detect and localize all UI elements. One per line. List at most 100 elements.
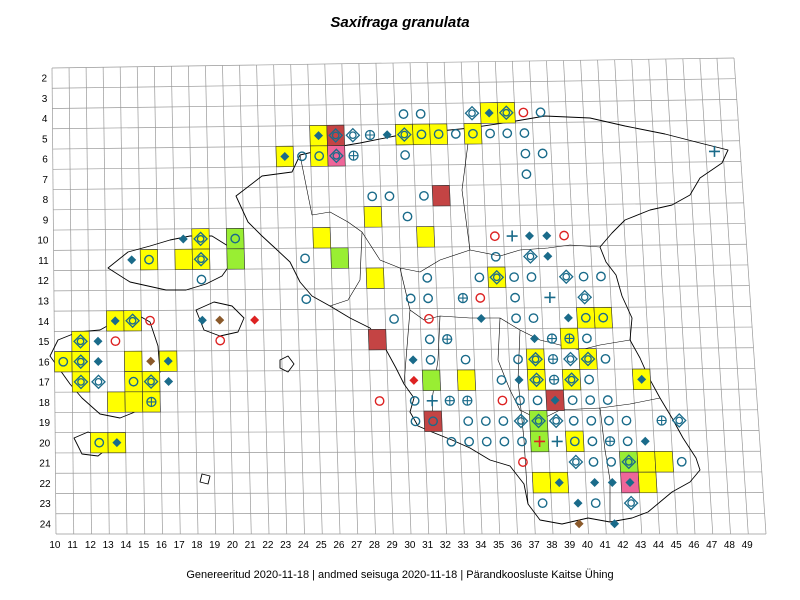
grid-cell-37-22 xyxy=(531,472,552,494)
cell-fill-yellow xyxy=(124,350,143,372)
grid-cell-36-4 xyxy=(496,102,516,124)
grid-cell-40-22 xyxy=(590,478,600,488)
marker-teal-circle xyxy=(400,150,411,160)
grid-line-vertical xyxy=(529,60,554,535)
marker-brown-diamond xyxy=(215,315,225,325)
grid-cell-34-19 xyxy=(480,416,491,427)
y-tick-label: 14 xyxy=(38,317,50,328)
grid-cell-30-9 xyxy=(402,211,413,222)
grid-cell-37-23 xyxy=(537,498,548,509)
marker-red-circle xyxy=(475,293,486,303)
x-tick-label: 42 xyxy=(617,540,629,551)
marker-red-circle xyxy=(145,315,155,326)
marker-teal-diamond xyxy=(178,234,188,244)
x-axis-ticks: 10 11 12 13 14 15 16 17 18 19 20 21 22 23 24 25 26 27 28 29… xyxy=(49,540,753,551)
grid-cell-31-18 xyxy=(426,395,438,407)
grid-cell-39-20 xyxy=(565,430,585,452)
y-tick-label: 15 xyxy=(38,337,50,348)
grid-cell-36-20 xyxy=(517,436,527,447)
cell-fill-pink xyxy=(327,145,346,167)
marker-teal-circle xyxy=(94,437,105,448)
cell-fill-yellow xyxy=(561,369,582,391)
grid-cell-42-20 xyxy=(622,436,633,447)
grid-cell-34-14 xyxy=(476,313,486,323)
distribution-cells xyxy=(54,102,720,529)
grid-line-vertical xyxy=(546,60,572,535)
marker-teal-diamond-ring-outer xyxy=(548,413,564,429)
x-tick-label: 43 xyxy=(635,540,647,551)
grid-cell-18-14 xyxy=(197,315,207,325)
y-tick-label: 12 xyxy=(38,276,50,287)
marker-teal-circle xyxy=(584,374,595,385)
grid-cell-34-13 xyxy=(475,293,486,303)
marker-teal-circle xyxy=(485,128,495,139)
grid-cell-40-15 xyxy=(582,333,592,344)
marker-teal-circle xyxy=(526,272,537,282)
marker-teal-circle xyxy=(425,354,436,365)
grid-line-vertical xyxy=(85,67,92,535)
marker-teal-circle xyxy=(301,294,312,305)
marker-teal-circle xyxy=(460,354,471,365)
grid-cell-33-17 xyxy=(456,369,476,391)
grid-cell-39-15 xyxy=(559,327,580,350)
marker-teal-diamond-ring-outer xyxy=(523,249,538,264)
grid-cell-23-6 xyxy=(275,145,295,168)
marker-teal-cross-circle-cross xyxy=(547,334,557,344)
marker-teal-circle xyxy=(578,271,589,282)
grid-cell-38-15 xyxy=(546,333,558,344)
grid-line-vertical xyxy=(699,58,731,535)
marker-teal-diamond xyxy=(530,334,540,344)
grid-cell-28-15 xyxy=(367,329,387,351)
marker-red-circle xyxy=(518,457,528,467)
grid-cell-37-16 xyxy=(525,348,546,370)
grid-cell-38-20 xyxy=(551,435,563,447)
grid-cell-43-22 xyxy=(637,471,658,494)
marker-teal-diamond-ring-outer xyxy=(193,231,209,247)
marker-teal-circle xyxy=(621,415,632,426)
marker-teal-diamond-ring-inner xyxy=(348,131,357,140)
marker-teal-diamond xyxy=(484,108,494,118)
cell-fill-yellow xyxy=(637,471,658,494)
grid-cell-33-5 xyxy=(450,129,461,139)
grid-cell-25-10 xyxy=(312,227,332,249)
marker-teal-diamond xyxy=(112,438,122,448)
marker-teal-diamond-ring-outer xyxy=(489,269,505,285)
x-tick-label: 12 xyxy=(85,540,97,551)
x-tick-label: 20 xyxy=(227,540,239,551)
marker-teal-diamond-ring-inner xyxy=(627,499,635,507)
grid-cell-38-4 xyxy=(535,107,546,118)
y-tick-label: 13 xyxy=(38,297,50,308)
grid-cell-14-17 xyxy=(124,371,143,393)
marker-teal-diamond xyxy=(197,315,207,325)
grid-cell-41-16 xyxy=(600,353,611,364)
cell-fill-yellow xyxy=(139,249,159,271)
marker-teal-circle xyxy=(314,151,325,161)
grid-cell-30-17 xyxy=(409,375,419,385)
grid-cell-15-16 xyxy=(146,356,156,366)
grid-cell-38-10 xyxy=(542,231,552,241)
cell-fill-dark_red xyxy=(431,185,451,207)
marker-teal-diamond-ring-outer xyxy=(125,313,141,329)
grid-cell-33-19 xyxy=(463,416,474,427)
grid-cell-43-20 xyxy=(640,436,650,446)
x-tick-label: 38 xyxy=(546,540,558,551)
marker-teal-diamond-ring-inner xyxy=(567,375,576,384)
grid-cell-31-5 xyxy=(412,123,431,146)
marker-teal-diamond-ring-inner xyxy=(675,416,684,425)
marker-teal-diamond-ring-outer xyxy=(623,495,639,511)
grid-cell-13-18 xyxy=(107,391,126,413)
y-tick-label: 8 xyxy=(43,195,49,206)
marker-teal-diamond-ring-inner xyxy=(552,417,560,425)
cell-fill-yellow xyxy=(107,391,126,413)
map-title: Saxifraga granulata xyxy=(330,14,470,31)
marker-teal-cross-circle-cross xyxy=(146,397,156,407)
cell-fill-yellow xyxy=(463,123,483,145)
marker-teal-diamond xyxy=(563,313,573,323)
footer-separator: | xyxy=(312,569,315,581)
marker-teal-diamond xyxy=(637,374,647,384)
marker-teal-cross-circle-cross xyxy=(445,396,455,406)
grid-cell-41-19 xyxy=(603,415,614,426)
grid-cell-16-17 xyxy=(164,377,174,387)
grid-cell-37-15 xyxy=(530,334,540,344)
grid-cell-35-10 xyxy=(489,231,500,242)
